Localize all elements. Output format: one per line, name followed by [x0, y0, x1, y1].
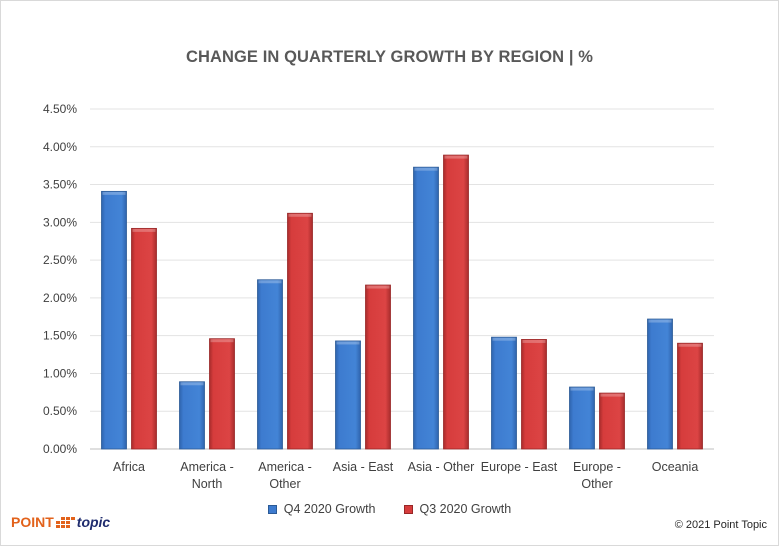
bar-bevel — [336, 341, 360, 345]
y-tick-label: 3.00% — [43, 215, 77, 229]
x-tick-label: Africa — [113, 460, 145, 474]
legend-label-q3: Q3 2020 Growth — [419, 502, 512, 516]
bar-bevel — [444, 155, 468, 159]
bar-bevel — [648, 319, 672, 323]
x-tick-label: Europe - East — [481, 460, 558, 474]
bar-bevel — [258, 280, 282, 284]
y-tick-label: 1.00% — [43, 366, 77, 380]
bar-q3-2020[interactable] — [209, 338, 235, 450]
x-tick-label: Asia - East — [333, 460, 394, 474]
bar-q3-2020[interactable] — [443, 154, 469, 450]
bar-bevel — [492, 337, 516, 341]
y-tick-label: 2.50% — [43, 253, 77, 267]
logo-point-text: POINT — [11, 514, 54, 530]
bar-q3-2020[interactable] — [287, 212, 313, 450]
point-topic-logo: POINT topic — [11, 514, 110, 530]
bar-q3-2020[interactable] — [599, 392, 625, 450]
logo-grid-icon — [55, 516, 75, 528]
bar-bevel — [414, 167, 438, 171]
bar-bevel — [180, 382, 204, 386]
bar-q4-2020[interactable] — [647, 318, 673, 450]
bar-bevel — [522, 339, 546, 343]
bar-q3-2020[interactable] — [521, 339, 547, 450]
legend-item-q4[interactable]: Q4 2020 Growth — [267, 502, 376, 516]
bar-q3-2020[interactable] — [365, 284, 391, 450]
x-tick-label: Europe - — [573, 460, 621, 474]
bar-bevel — [132, 228, 156, 232]
bar-bevel — [678, 343, 702, 347]
bar-q4-2020[interactable] — [569, 386, 595, 450]
y-tick-label: 0.50% — [43, 404, 77, 418]
bar-bevel — [570, 387, 594, 391]
y-tick-label: 2.00% — [43, 291, 77, 305]
legend-label-q4: Q4 2020 Growth — [283, 502, 376, 516]
bar-q4-2020[interactable] — [335, 340, 361, 450]
x-tick-label: America - — [180, 460, 233, 474]
y-tick-label: 4.00% — [43, 140, 77, 154]
bar-q4-2020[interactable] — [257, 279, 283, 450]
bar-q4-2020[interactable] — [491, 336, 517, 450]
legend: Q4 2020 Growth Q3 2020 Growth — [0, 502, 779, 516]
y-tick-label: 3.50% — [43, 178, 77, 192]
bar-bevel — [288, 213, 312, 217]
y-tick-label: 0.00% — [43, 442, 77, 456]
x-tick-label: Asia - Other — [408, 460, 475, 474]
x-tick-label: Other — [581, 477, 612, 491]
x-tick-label: North — [192, 477, 223, 491]
legend-item-q3[interactable]: Q3 2020 Growth — [403, 502, 512, 516]
y-tick-label: 4.50% — [43, 102, 77, 116]
bar-q3-2020[interactable] — [131, 227, 157, 450]
logo-topic-text: topic — [76, 514, 111, 530]
x-tick-label: Oceania — [652, 460, 699, 474]
copyright-text: © 2021 Point Topic — [674, 519, 767, 531]
chart-title: CHANGE IN QUARTERLY GROWTH BY REGION | % — [185, 48, 594, 66]
x-tick-label: Other — [269, 477, 300, 491]
y-tick-label: 1.50% — [43, 329, 77, 343]
bar-bevel — [210, 339, 234, 343]
x-tick-label: America - — [258, 460, 311, 474]
legend-swatch-q3 — [403, 504, 413, 514]
legend-swatch-q4 — [267, 504, 277, 514]
bar-bevel — [102, 191, 126, 195]
bar-q4-2020[interactable] — [413, 166, 439, 450]
bar-q3-2020[interactable] — [677, 342, 703, 450]
bar-bevel — [366, 285, 390, 289]
bar-bevel — [600, 393, 624, 397]
bar-q4-2020[interactable] — [179, 381, 205, 450]
bar-q4-2020[interactable] — [101, 190, 127, 450]
